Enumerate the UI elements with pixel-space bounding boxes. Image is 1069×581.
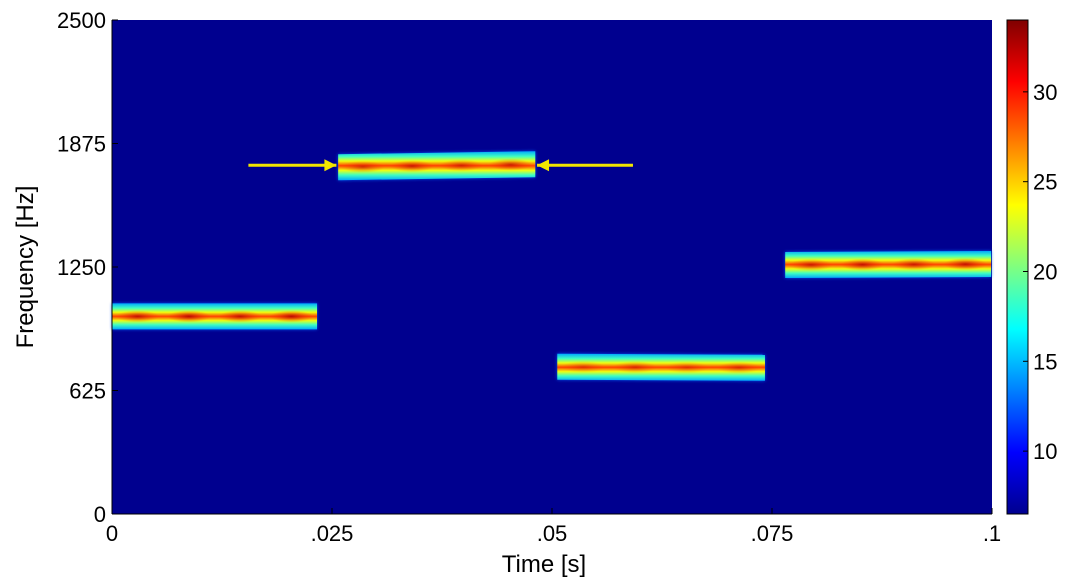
arrow-head	[324, 159, 337, 172]
tone-peak	[340, 160, 385, 173]
colorbar-tick-label: 20	[1033, 259, 1057, 284]
x-axis: 0 .025 .05 .075 .1	[106, 508, 1001, 546]
tone-core	[785, 251, 992, 279]
y-tick-label: 2500	[57, 8, 106, 33]
tone-peak	[943, 258, 988, 271]
tone-peak	[613, 361, 658, 374]
tones-layer	[112, 151, 992, 381]
tone-peak	[218, 310, 263, 323]
tone-peak	[840, 258, 885, 271]
y-tick-label: 0	[94, 502, 106, 527]
x-tick-label: .075	[751, 521, 794, 546]
tone-band	[112, 303, 318, 330]
colorbar-scale	[1006, 19, 1029, 515]
annotation-arrow	[248, 159, 337, 172]
annotation-arrow	[537, 159, 633, 172]
x-axis-label: Time [s]	[502, 551, 586, 578]
tone-peak	[561, 360, 606, 373]
x-tick-label: .1	[983, 521, 1001, 546]
tone-peak	[115, 310, 160, 323]
colorbar-tick-label: 10	[1033, 439, 1057, 464]
tone-band	[785, 251, 992, 279]
tone-peak	[665, 361, 710, 374]
tone-core	[112, 303, 318, 330]
colorbar: 10 15 20 25 30	[1006, 19, 1057, 515]
y-tick-label: 1250	[57, 255, 106, 280]
colorbar-tick-label: 15	[1033, 349, 1057, 374]
colorbar-tick-label: 25	[1033, 170, 1057, 195]
tone-peak	[488, 158, 533, 171]
tone-peak	[788, 258, 833, 271]
x-tick-label: 0	[106, 521, 118, 546]
tone-peak	[439, 159, 484, 172]
tone-peak	[891, 258, 936, 271]
arrow-head	[537, 159, 550, 172]
tone-band	[557, 353, 765, 381]
tone-peak	[390, 160, 435, 173]
x-tick-label: .05	[537, 521, 568, 546]
annotation-layer	[248, 159, 633, 172]
y-tick-label: 625	[69, 379, 106, 404]
y-tick-label: 1875	[57, 132, 106, 157]
y-axis: 0 625 1250 1875 2500	[57, 8, 118, 527]
tone-core	[557, 353, 765, 381]
colorbar-tick-label: 30	[1033, 80, 1057, 105]
y-axis-label: Frequency [Hz]	[12, 186, 39, 349]
tone-peak	[269, 310, 314, 323]
tone-core	[338, 151, 536, 181]
tone-band	[338, 151, 536, 181]
tone-peak	[166, 310, 211, 323]
x-tick-label: .025	[311, 521, 354, 546]
tone-peak	[717, 361, 761, 374]
